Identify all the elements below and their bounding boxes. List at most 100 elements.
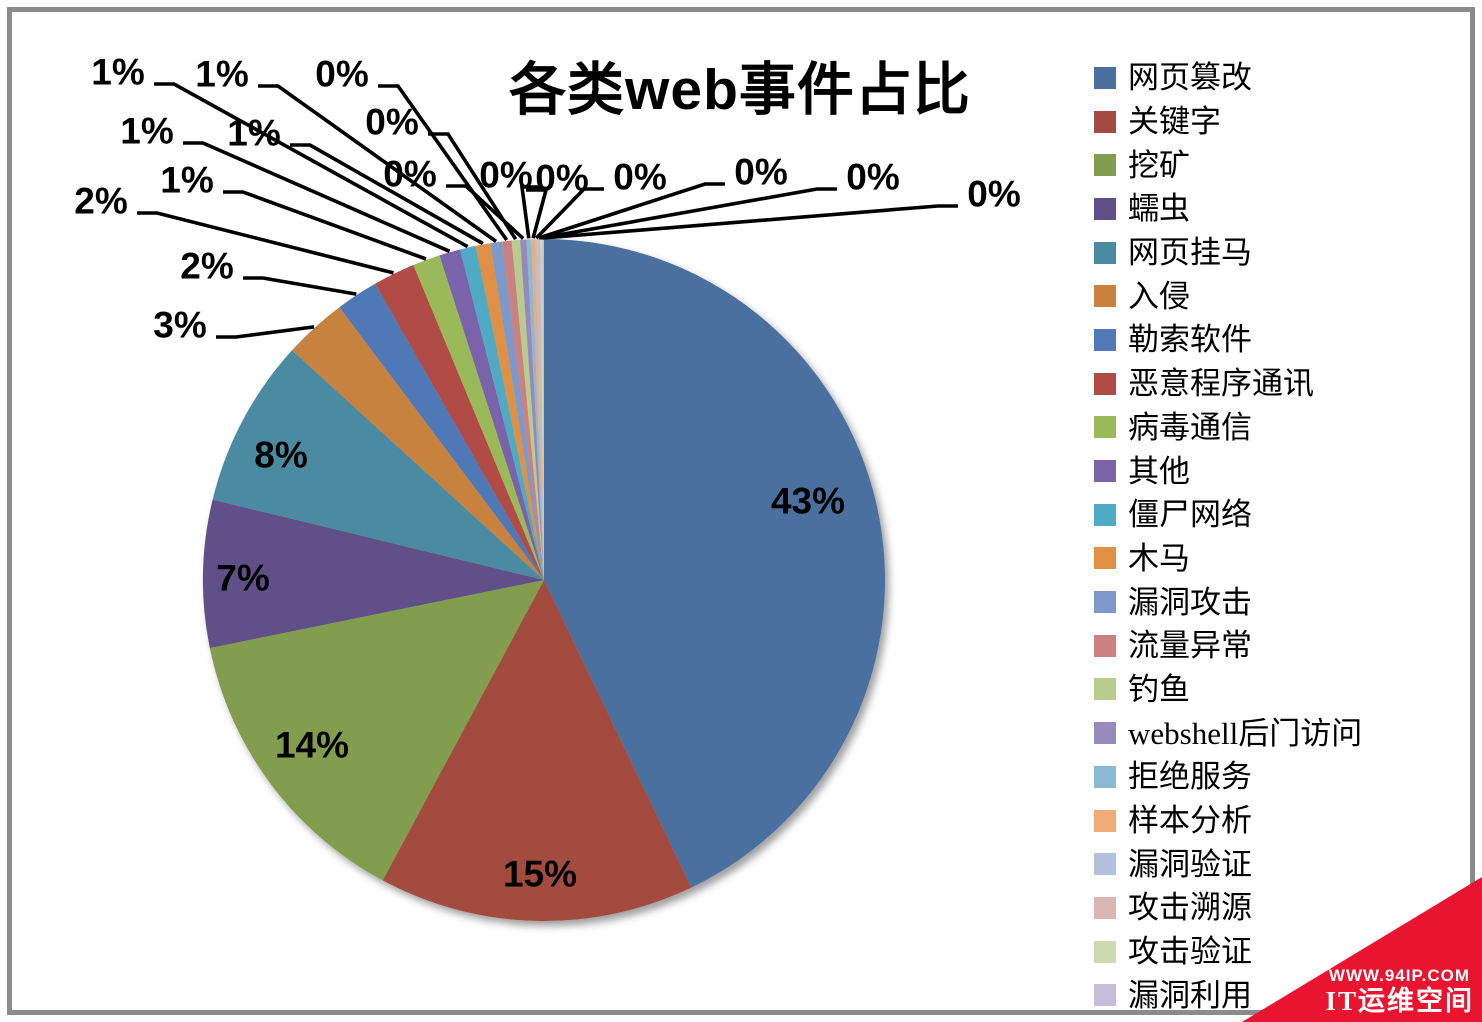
legend-label: 钓鱼: [1128, 671, 1190, 707]
percent-label-webshell后门访问: 0%: [383, 154, 436, 195]
percent-label-拒绝服务: 0%: [479, 155, 532, 196]
pie-slice-蠕虫: [202, 499, 545, 648]
percent-label-钓鱼: 0%: [365, 102, 418, 143]
legend-item-样本分析: 样本分析: [1094, 799, 1474, 843]
legend-item-关键字: 关键字: [1094, 100, 1474, 144]
percent-label-攻击溯源: 0%: [734, 152, 787, 193]
percent-label-关键字: 15%: [503, 854, 577, 895]
percent-label-其他: 1%: [120, 111, 173, 152]
legend-label: 漏洞攻击: [1128, 584, 1252, 620]
pie-slice-关键字: [382, 580, 692, 921]
pie-slice-漏洞利用: [542, 238, 544, 580]
percent-label-勒索软件: 2%: [180, 246, 233, 287]
legend-label: 蠕虫: [1128, 191, 1190, 227]
percent-label-流量异常: 0%: [315, 54, 368, 95]
legend-item-钓鱼: 钓鱼: [1094, 668, 1474, 712]
percent-label-恶意程序通讯: 2%: [74, 181, 127, 222]
legend-item-网页挂马: 网页挂马: [1094, 231, 1474, 275]
legend-swatch-僵尸网络: [1094, 503, 1116, 526]
legend-swatch-网页挂马: [1094, 241, 1116, 264]
legend-swatch-钓鱼: [1094, 678, 1116, 701]
percent-label-漏洞攻击: 1%: [195, 54, 248, 95]
pie-slice-勒索软件: [339, 283, 544, 580]
legend-swatch-漏洞验证: [1094, 853, 1116, 876]
pie-slice-攻击验证: [540, 238, 544, 580]
legend-item-流量异常: 流量异常: [1094, 624, 1474, 668]
percent-label-入侵: 3%: [153, 305, 206, 346]
legend-item-木马: 木马: [1094, 537, 1474, 581]
legend-label: 拒绝服务: [1128, 759, 1252, 795]
legend-swatch-流量异常: [1094, 634, 1116, 657]
leader-line-勒索软件: [243, 276, 357, 296]
pie-slice-漏洞攻击: [490, 241, 544, 580]
legend-label: 网页挂马: [1128, 235, 1252, 271]
leader-line-钓鱼: [428, 132, 518, 241]
legend-item-网页篡改: 网页篡改: [1094, 56, 1474, 100]
percent-label-攻击验证: 0%: [846, 157, 899, 198]
legend-label: 流量异常: [1128, 628, 1252, 664]
pie-slice-挖矿: [209, 580, 545, 881]
pie-slice-其他: [439, 249, 544, 580]
legend-label: 样本分析: [1128, 803, 1252, 839]
percent-label-僵尸网络: 1%: [91, 52, 144, 93]
leader-line-攻击验证: [540, 187, 837, 240]
pie-slice-木马: [475, 243, 544, 580]
leader-lines-group: [137, 82, 958, 339]
leader-line-样本分析: [526, 188, 549, 239]
pie-slice-网页挂马: [212, 350, 544, 580]
legend-swatch-攻击验证: [1094, 940, 1116, 963]
legend-swatch-关键字: [1094, 110, 1116, 133]
leader-line-僵尸网络: [154, 82, 469, 249]
percent-label-木马: 1%: [227, 113, 280, 154]
pie-slice-僵尸网络: [460, 245, 544, 580]
percent-label-蠕虫: 7%: [216, 558, 269, 599]
leader-line-攻击溯源: [538, 182, 725, 240]
legend-label: 入侵: [1128, 278, 1190, 314]
legend-label: 挖矿: [1128, 147, 1190, 183]
legend-item-拒绝服务: 拒绝服务: [1094, 755, 1474, 799]
legend-label: 恶意程序通讯: [1128, 366, 1314, 402]
pie-slice-漏洞验证: [535, 239, 544, 581]
legend-label: 其他: [1128, 453, 1190, 489]
percent-label-漏洞验证: 0%: [613, 157, 666, 198]
legend-label: 病毒通信: [1128, 409, 1252, 445]
legend-label: 攻击溯源: [1128, 890, 1252, 926]
leader-line-病毒通信: [223, 190, 427, 261]
legend-item-恶意程序通讯: 恶意程序通讯: [1094, 362, 1474, 406]
legend-label: 攻击验证: [1128, 934, 1252, 970]
legend-item-蠕虫: 蠕虫: [1094, 187, 1474, 231]
legend-swatch-木马: [1094, 547, 1116, 570]
percent-label-病毒通信: 1%: [160, 160, 213, 201]
pie-slice-病毒通信: [413, 255, 544, 580]
legend-item-勒索软件: 勒索软件: [1094, 318, 1474, 362]
percent-label-网页篡改: 43%: [771, 481, 845, 522]
legend-swatch-webshell后门访问: [1094, 722, 1116, 745]
leader-line-漏洞利用: [542, 204, 958, 240]
legend-label: 漏洞利用: [1128, 977, 1252, 1013]
legend: 网页篡改 关键字 挖矿 蠕虫 网页挂马 入侵 勒索软件 恶意程序通讯 病毒通信 其他 僵尸网络 木马漏…: [1094, 56, 1474, 1017]
watermark-url: WWW.94IP.COM: [1328, 966, 1470, 985]
legend-item-漏洞验证: 漏洞验证: [1094, 842, 1474, 886]
leader-line-拒绝服务: [519, 185, 542, 239]
percent-label-样本分析: 0%: [535, 158, 588, 199]
leader-line-webshell后门访问: [446, 184, 525, 240]
pie-slice-拒绝服务: [526, 239, 544, 580]
legend-label: 网页篡改: [1128, 60, 1252, 96]
legend-item-漏洞利用: 漏洞利用: [1094, 973, 1474, 1017]
legend-swatch-拒绝服务: [1094, 765, 1116, 788]
legend-label: 僵尸网络: [1128, 497, 1252, 533]
legend-item-webshell后门访问: webshell后门访问: [1094, 711, 1474, 755]
percent-label-漏洞利用: 0%: [967, 174, 1020, 215]
legend-item-漏洞攻击: 漏洞攻击: [1094, 580, 1474, 624]
pie-slice-攻击溯源: [537, 239, 544, 580]
percent-label-挖矿: 14%: [275, 725, 349, 766]
legend-swatch-入侵: [1094, 285, 1116, 308]
pie-slice-样本分析: [531, 239, 544, 580]
leader-line-木马: [290, 143, 484, 246]
legend-label: webshell后门访问: [1128, 715, 1363, 751]
chart-title: 各类web事件占比: [509, 58, 971, 122]
legend-swatch-其他: [1094, 460, 1116, 483]
legend-swatch-病毒通信: [1094, 416, 1116, 439]
legend-swatch-漏洞利用: [1094, 984, 1116, 1007]
